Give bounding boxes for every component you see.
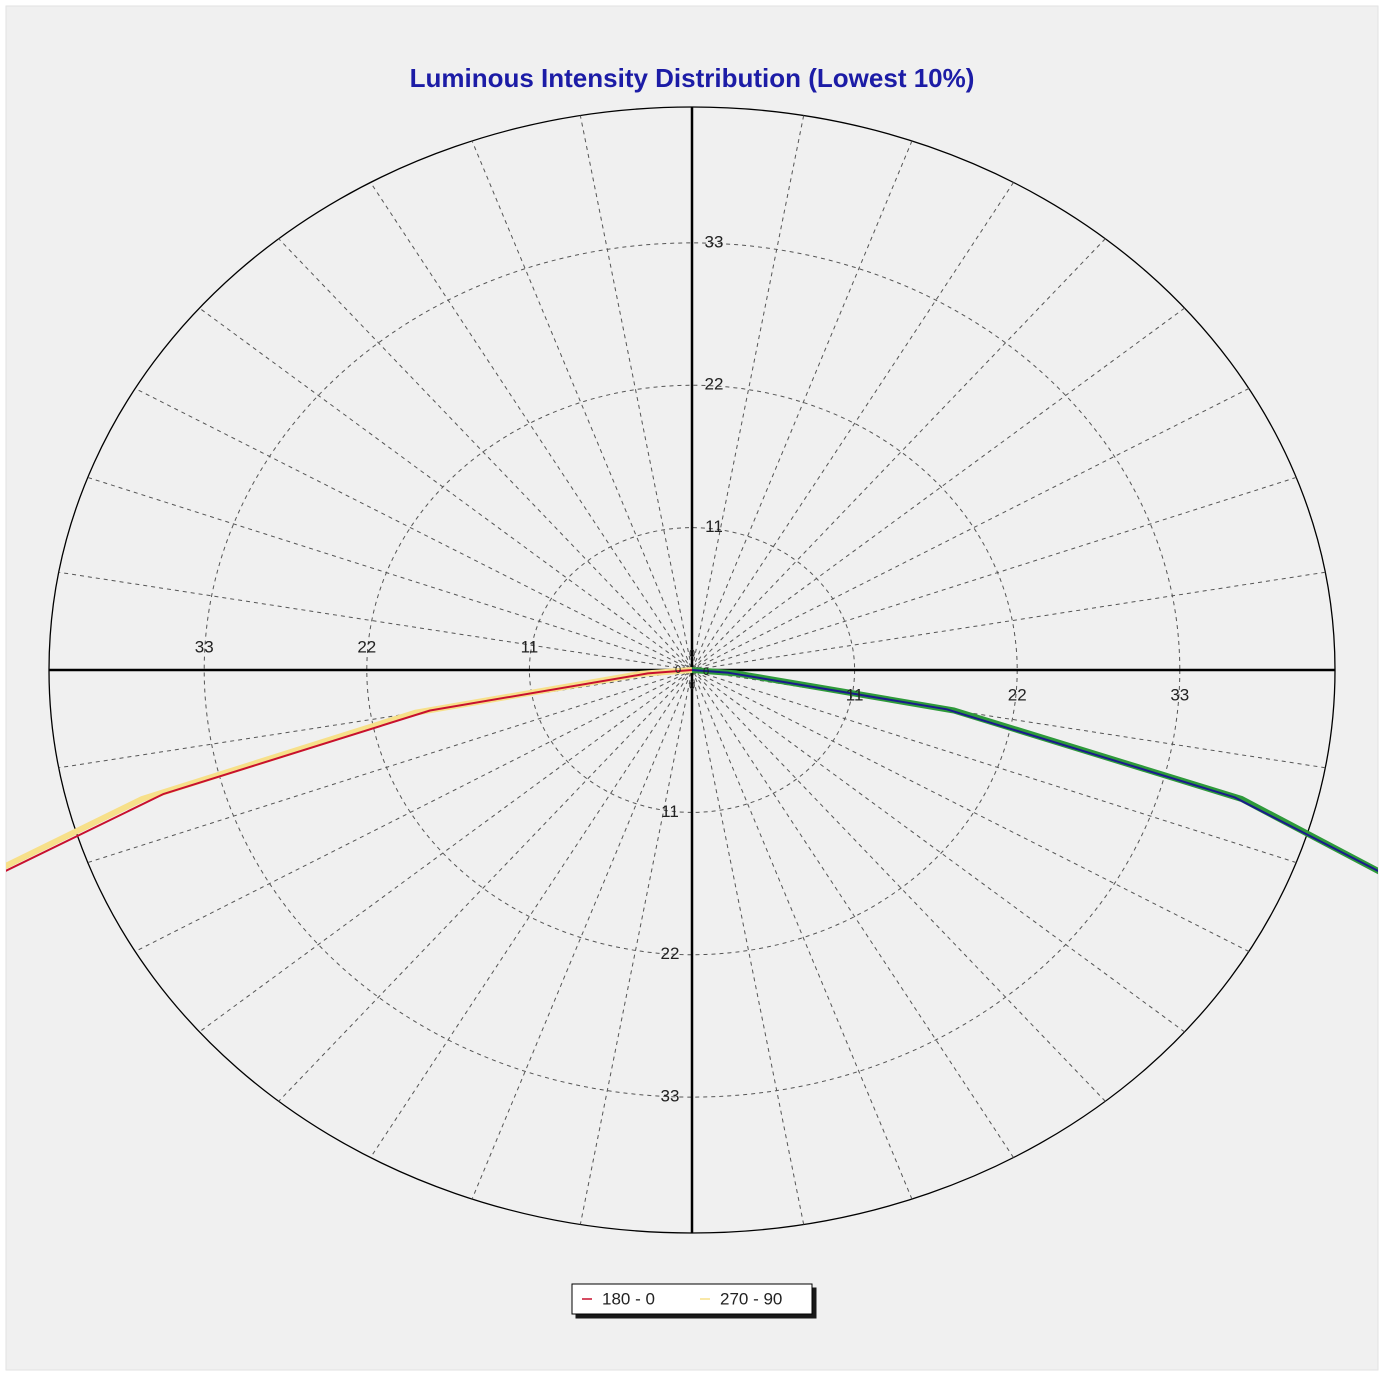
spoke-line: [278, 238, 1106, 1102]
series-line: [691, 669, 1378, 872]
r-tick-label: 22: [1008, 685, 1027, 704]
r-tick-label: 33: [195, 637, 214, 656]
series-line: [6, 669, 693, 872]
legend-label: 270 - 90: [720, 1289, 782, 1308]
r-tick-label: 11: [705, 517, 723, 536]
data-lines: [6, 667, 1378, 875]
legend: 180 - 0 270 - 90: [571, 1283, 813, 1315]
r-tick-label: 0: [703, 666, 709, 678]
r-tick-label: 0: [689, 648, 695, 660]
chart-title: Luminous Intensity Distribution (Lowest …: [410, 63, 975, 93]
r-tick-label: 11: [521, 637, 539, 656]
r-tick-label: 33: [705, 232, 724, 251]
r-tick-label: 11: [846, 685, 864, 704]
r-tick-label: 22: [357, 637, 376, 656]
r-tick-label: 33: [661, 1087, 680, 1106]
spoke-line: [471, 140, 913, 1200]
r-tick-label: 33: [1170, 685, 1189, 704]
r-tick-label: 11: [661, 802, 679, 821]
spoke-line: [471, 140, 913, 1200]
r-tick-label: 22: [705, 375, 724, 394]
spoke-line: [278, 238, 1106, 1102]
legend-box: [571, 1283, 813, 1315]
r-tick-label: 0: [675, 664, 681, 676]
r-tick-label: 0: [689, 680, 695, 692]
legend-label: 180 - 0: [602, 1289, 655, 1308]
r-tick-label: 22: [661, 944, 680, 963]
